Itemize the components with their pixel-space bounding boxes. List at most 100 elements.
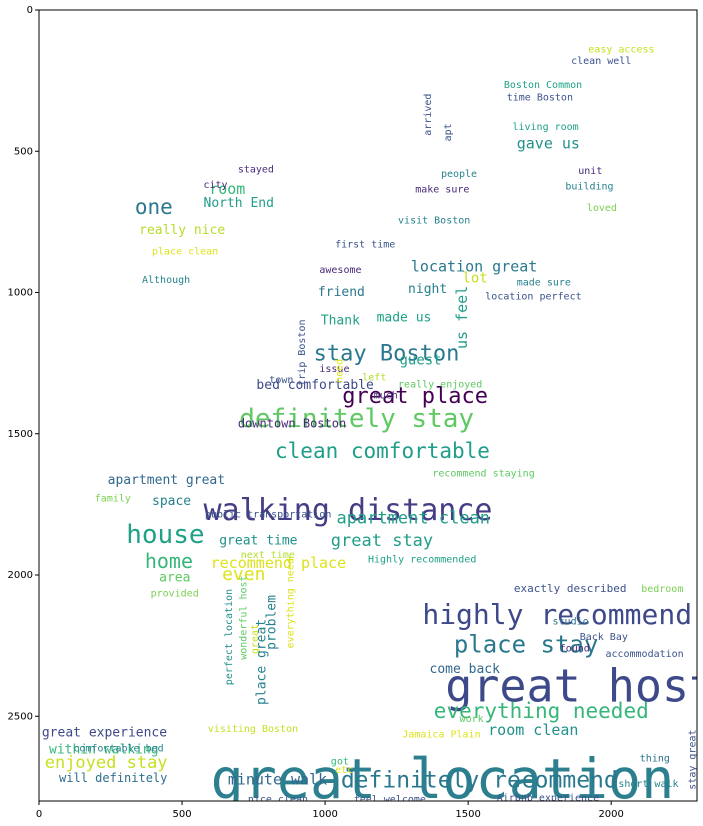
x-tick-label: 500 [172,809,191,820]
word-label: great time [219,534,297,549]
word-label: etc [335,765,353,776]
word-label: accommodation [605,649,683,660]
word-label: feel welcome [354,795,426,806]
word-label: even [222,564,265,585]
word-label: home [145,549,193,573]
word-label: definitely recommend [341,768,618,794]
word-label: got [331,756,349,767]
word-label-vertical: stay great [688,729,699,789]
word-label-vertical: apt [443,123,454,141]
word-label: will definitely [59,771,167,785]
x-tick-label: 0 [36,809,42,820]
word-label: Boston Common [504,80,582,91]
word-label: house [126,520,204,550]
word-label: nice clean [248,795,308,806]
word-label: Although [142,275,190,286]
word-label: awesome [319,265,361,276]
word-label: great stay [331,531,433,551]
word-label: clean well [571,56,631,67]
word-label: much [374,391,398,402]
word-label: comfortable bed [73,744,163,755]
word-label-vertical: everything need [286,558,297,648]
word-label: issue [319,364,349,375]
word-label: place stay [454,631,598,659]
word-label: recommend place [211,554,346,572]
word-label-vertical: great [250,624,261,654]
word-label: guest [399,352,441,368]
x-tick-label: 1000 [312,809,337,820]
word-label: bed comfortable [256,378,374,393]
word-label: studio [553,617,589,628]
word-label: stay Boston [314,342,460,367]
word-label: great experience [42,726,167,741]
word-label: really nice [139,223,225,238]
y-tick-label: 500 [14,146,33,157]
word-label: clean comfortable [275,439,490,463]
word-label: North End [204,196,274,211]
word-label: unit [578,166,602,177]
word-label: highly recommend [422,598,692,631]
word-label: people [441,169,477,180]
y-tick-label: 2500 [8,711,33,722]
word-label-vertical: problem [265,595,280,650]
word-label: one [135,195,173,219]
word-label: area [159,570,190,585]
word-label: made us [377,310,432,325]
word-label: make sure [415,184,469,195]
x-axis: 0 500 1000 1500 2000 [36,801,624,820]
word-label: living room [512,122,578,133]
word-label: come back [430,662,501,677]
word-label: apartment great [108,473,225,488]
word-label: first time [335,239,395,250]
word-label: work [460,714,484,725]
word-label: minute walk [228,770,327,788]
word-label: visiting Boston [208,724,298,735]
word-label: building [565,182,613,193]
word-label: visit Boston [398,215,470,226]
y-axis: 0 500 1000 1500 2000 2500 [8,5,39,722]
word-label: great host [445,659,703,712]
word-label: Thank [321,313,360,328]
axes-frame [38,9,698,802]
word-label: room [209,180,245,198]
word-label: public transportation [205,509,331,520]
word-label: found [560,643,590,654]
word-label-vertical: perfect location [224,589,235,685]
word-label: everything needed [434,699,649,723]
word-label: space [152,494,191,509]
x-tick-label: 2000 [598,809,623,820]
word-label: great location [211,747,675,811]
word-label: room clean [488,721,578,739]
word-label: Airbnb experience [497,793,599,804]
word-label-vertical: us feel [453,286,471,349]
word-label: location perfect [485,292,581,303]
y-tick-label: 2000 [8,570,33,581]
word-label: Highly recommended [368,554,476,565]
word-label: city [204,180,228,191]
word-label: definitely stay [239,404,474,434]
word-label: place clean [152,247,218,258]
word-label: really enjoyed [398,379,482,390]
word-label-vertical: need [334,359,345,383]
word-label: family [95,494,131,505]
word-label-vertical: place great [255,619,270,705]
word-label: easy access [588,45,654,56]
word-label: enjoyed stay [45,753,168,773]
word-label: thing [640,754,670,765]
word-label: next time [241,550,295,561]
y-tick-label: 1500 [8,429,33,440]
plot-area: great location great host walking distance… [42,45,703,811]
y-tick-label: 1000 [8,288,33,299]
word-label: Back Bay [580,632,628,643]
word-label: Jamaica Plain [402,730,480,741]
word-label: time Boston [507,93,573,104]
word-label: gave us [517,135,580,153]
word-label: walking distance [204,493,493,528]
y-tick-label: 0 [27,5,33,16]
x-tick-label: 1500 [455,809,480,820]
word-label: made sure [517,278,571,289]
word-label: provided [151,588,199,599]
word-label: loved [587,203,617,214]
word-label: exactly described [514,582,627,595]
